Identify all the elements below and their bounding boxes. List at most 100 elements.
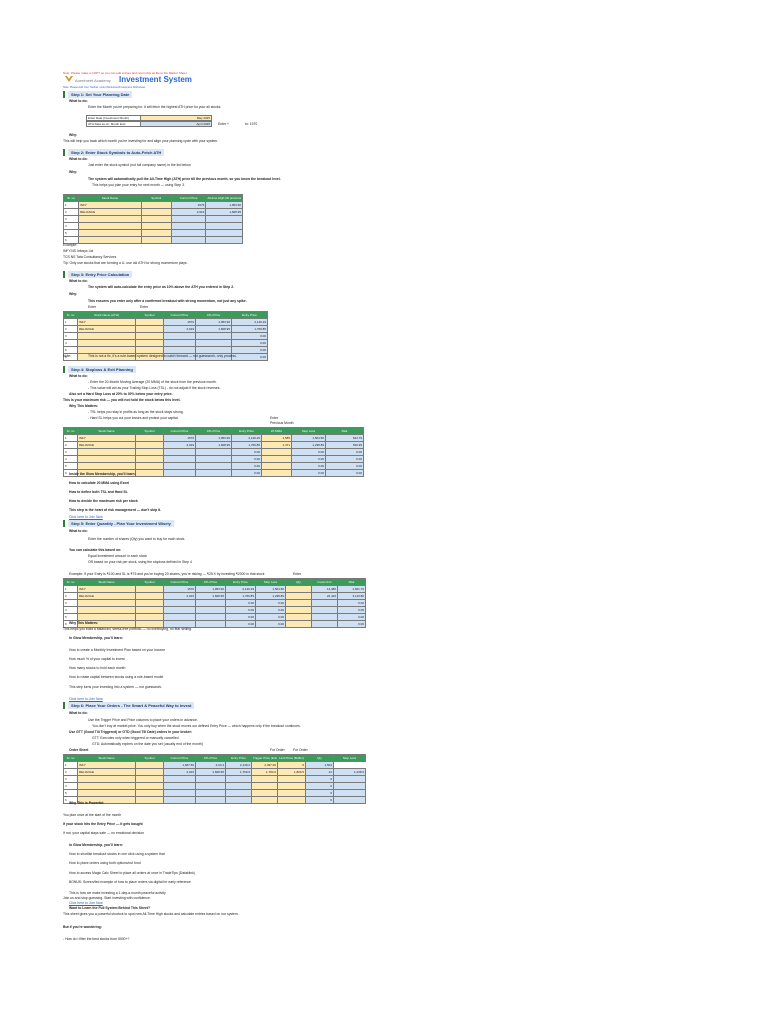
table-cell[interactable] (251, 789, 278, 797)
table-cell: 0.00 (231, 462, 262, 470)
table-cell[interactable] (77, 346, 136, 354)
table-cell[interactable] (251, 796, 278, 804)
table-cell[interactable] (140, 215, 172, 223)
table-cell[interactable] (135, 339, 164, 347)
table-cell[interactable] (285, 613, 312, 621)
table-cell[interactable] (285, 592, 312, 600)
table-cell (163, 599, 196, 607)
example-2: TCS.NS Tata Consultancy Services (63, 255, 117, 259)
table-cell[interactable] (135, 325, 164, 333)
table-cell[interactable] (78, 222, 142, 230)
table-cell[interactable] (78, 229, 142, 237)
step4-join-link[interactable]: Click here to Join Now (69, 515, 103, 519)
table-cell[interactable]: INFY (77, 585, 136, 593)
table-cell[interactable] (285, 620, 312, 628)
table-cell[interactable] (135, 318, 164, 326)
table-cell[interactable] (135, 613, 164, 621)
table-cell[interactable] (277, 775, 306, 783)
table-cell[interactable] (140, 222, 172, 230)
table-cell[interactable] (277, 782, 306, 790)
table-cell[interactable]: INFY (77, 318, 136, 326)
table-cell[interactable] (135, 469, 164, 477)
table-cell[interactable] (285, 599, 312, 607)
table-row: 4 0.00 0.00 0.00 (63, 606, 366, 614)
table-cell[interactable] (135, 599, 164, 607)
table-cell[interactable] (77, 462, 136, 470)
table-cell[interactable]: 2,497.00 (251, 761, 278, 769)
table-cell[interactable] (135, 346, 164, 354)
table-cell[interactable]: RELIANCE (77, 441, 136, 449)
table-cell[interactable]: INFY (77, 434, 136, 442)
table-cell[interactable] (135, 592, 164, 600)
step6-join-link[interactable]: Click here to Join Now (69, 901, 103, 905)
table-cell[interactable] (78, 215, 142, 223)
table-cell[interactable] (140, 201, 172, 209)
table-cell[interactable]: 1,585 (261, 434, 292, 442)
table-cell[interactable]: RELIANCE (77, 592, 136, 600)
table-cell[interactable] (135, 462, 164, 470)
table-cell[interactable] (77, 455, 136, 463)
step2-what: What to do: (69, 157, 88, 161)
table-cell: 2,919 (163, 768, 196, 776)
table-cell[interactable] (135, 434, 164, 442)
table-cell[interactable] (78, 236, 142, 244)
table-cell[interactable] (251, 782, 278, 790)
table-cell[interactable]: 1,471 (261, 441, 292, 449)
table-cell[interactable] (77, 606, 136, 614)
table-cell[interactable] (135, 606, 164, 614)
table-cell[interactable]: RELIANCE (77, 768, 136, 776)
step6-p1: You plan once at the start of the month (63, 813, 122, 817)
table-cell[interactable]: 1,809.5 (277, 768, 306, 776)
step5-join-link[interactable]: Click here to Join Now (69, 697, 103, 701)
table-cell[interactable] (135, 782, 164, 790)
table-cell[interactable] (77, 789, 136, 797)
step5-m5: This step turns your investing into a sy… (69, 685, 163, 689)
table-cell[interactable] (140, 236, 172, 244)
step3-enter-2: Enter (140, 305, 149, 309)
table-cell[interactable] (261, 448, 292, 456)
table-cell (311, 613, 338, 621)
table-cell[interactable] (135, 332, 164, 340)
table-cell[interactable] (135, 789, 164, 797)
table-cell[interactable] (277, 789, 306, 797)
table-cell[interactable] (77, 775, 136, 783)
table-cell[interactable] (140, 229, 172, 237)
table-cell[interactable] (77, 613, 136, 621)
table-cell[interactable] (285, 585, 312, 593)
table-cell: 0.00 (337, 613, 366, 621)
table-cell[interactable] (251, 775, 278, 783)
table-cell[interactable] (135, 448, 164, 456)
table-cell[interactable]: INFY (78, 201, 142, 209)
table-cell[interactable] (135, 441, 164, 449)
table-cell[interactable] (140, 208, 172, 216)
table-row: 3 0.00 0.00 0.00 (63, 599, 366, 607)
table-cell[interactable] (135, 775, 164, 783)
table-cell[interactable] (77, 599, 136, 607)
table-cell[interactable] (135, 768, 164, 776)
table-cell[interactable] (261, 462, 292, 470)
table-cell[interactable] (135, 761, 164, 769)
table-cell[interactable] (261, 469, 292, 477)
header-row: Sr. no Stock Name Symbol Current Price ATH P… (63, 427, 364, 435)
table-cell[interactable] (135, 585, 164, 593)
column-header: Stop Loss (291, 427, 326, 435)
table-cell[interactable]: RELIANCE (78, 208, 142, 216)
table-cell[interactable]: RELIANCE (77, 325, 136, 333)
table-cell[interactable]: INFY (77, 761, 136, 769)
step4-after-5: This step is the heart of risk managemen… (69, 508, 161, 512)
table-cell[interactable] (77, 448, 136, 456)
planning-date-input[interactable]: May 2025 (140, 115, 212, 121)
table-cell[interactable] (277, 796, 306, 804)
table-cell[interactable] (77, 782, 136, 790)
table-cell[interactable] (261, 455, 292, 463)
table-cell[interactable]: 6 (277, 761, 306, 769)
table-cell (311, 620, 338, 628)
table-cell[interactable] (285, 606, 312, 614)
step4-prev-month: Previous Month (270, 421, 294, 425)
table-cell[interactable] (135, 796, 164, 804)
table-cell[interactable] (77, 339, 136, 347)
table-cell[interactable]: 1,784.0 (251, 768, 278, 776)
table-cell[interactable] (77, 332, 136, 340)
table-cell[interactable] (135, 455, 164, 463)
